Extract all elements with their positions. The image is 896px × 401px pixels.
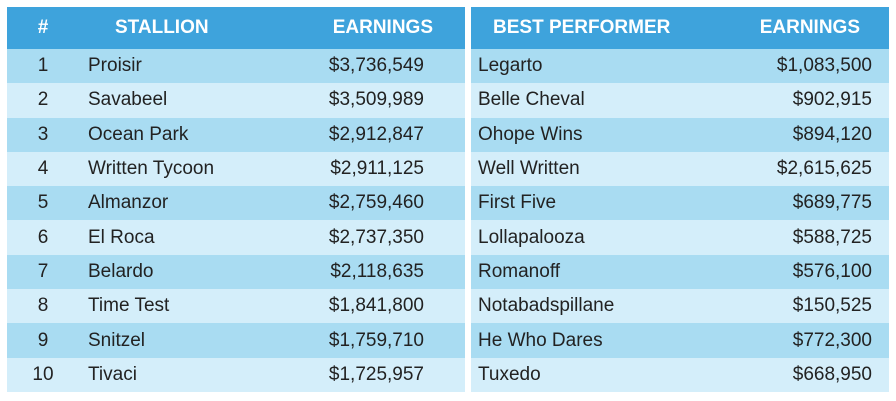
stallion-earnings: $3,509,989 bbox=[328, 89, 424, 111]
performer-earnings: $772,300 bbox=[792, 329, 872, 351]
stallion-name: Almanzor bbox=[88, 192, 169, 214]
table-row: 10 Tivaci $1,725,957 bbox=[7, 357, 465, 392]
row-num: 7 bbox=[37, 260, 49, 282]
performer-name: Notabadspillane bbox=[478, 295, 615, 317]
table-row: He Who Dares $772,300 bbox=[471, 323, 889, 358]
performer-earnings: $894,120 bbox=[792, 123, 872, 145]
panel-divider bbox=[465, 7, 471, 400]
stallion-earnings: $2,912,847 bbox=[328, 123, 424, 145]
stallion-name: Ocean Park bbox=[88, 123, 189, 145]
performer-rows: Legarto $1,083,500 Belle Cheval $902,915 Oho… bbox=[471, 49, 889, 392]
stallion-earnings: $2,737,350 bbox=[328, 226, 424, 248]
performer-earnings: $902,915 bbox=[792, 89, 872, 111]
table-row: Belle Cheval $902,915 bbox=[471, 83, 889, 118]
stallion-earnings: $1,841,800 bbox=[328, 295, 424, 317]
performer-header-row: BEST PERFORMER EARNINGS bbox=[471, 7, 889, 49]
table-row: Romanoff $576,100 bbox=[471, 254, 889, 290]
stallion-earnings: $2,911,125 bbox=[330, 158, 424, 180]
row-num: 9 bbox=[37, 329, 49, 351]
performer-earnings: $2,615,625 bbox=[776, 158, 872, 180]
stallion-earnings: $1,725,957 bbox=[328, 363, 424, 385]
performer-name: Romanoff bbox=[478, 260, 561, 282]
table-row: Well Written $2,615,625 bbox=[471, 151, 889, 187]
stallion-name: El Roca bbox=[88, 226, 155, 248]
stallion-earnings: $3,736,549 bbox=[328, 55, 424, 77]
row-num: 1 bbox=[37, 55, 49, 77]
stallion-name: Belardo bbox=[88, 260, 154, 282]
performer-earnings: $588,725 bbox=[792, 226, 872, 248]
table-row: First Five $689,775 bbox=[471, 186, 889, 221]
table-row: 1 Proisir $3,736,549 bbox=[7, 49, 465, 84]
performer-name: Belle Cheval bbox=[478, 89, 585, 111]
performer-earnings: $1,083,500 bbox=[776, 55, 872, 77]
stallion-name: Tivaci bbox=[88, 363, 137, 385]
table-row: Lollapalooza $588,725 bbox=[471, 220, 889, 255]
performer-earnings: $576,100 bbox=[792, 260, 872, 282]
table-row: 8 Time Test $1,841,800 bbox=[7, 289, 465, 324]
table-row: 3 Ocean Park $2,912,847 bbox=[7, 117, 465, 152]
table-row: 6 El Roca $2,737,350 bbox=[7, 220, 465, 255]
stallion-earnings: $1,759,710 bbox=[328, 329, 424, 351]
row-num: 4 bbox=[37, 158, 49, 180]
table-row: 5 Almanzor $2,759,460 bbox=[7, 186, 465, 221]
header-num: # bbox=[37, 17, 49, 38]
stallion-name: Written Tycoon bbox=[88, 158, 215, 180]
stallion-name: Proisir bbox=[88, 55, 142, 77]
table-row: Tuxedo $668,950 bbox=[471, 357, 889, 392]
row-num: 5 bbox=[37, 192, 49, 214]
header-earnings: EARNINGS bbox=[332, 17, 433, 38]
performer-earnings: $689,775 bbox=[792, 192, 872, 214]
stallion-earnings: $2,118,635 bbox=[330, 260, 424, 282]
table-row: Legarto $1,083,500 bbox=[471, 49, 889, 84]
performer-name: Well Written bbox=[478, 158, 580, 180]
row-num: 8 bbox=[37, 295, 49, 317]
performer-earnings: $150,525 bbox=[792, 295, 872, 317]
row-num: 6 bbox=[37, 226, 49, 248]
row-num: 2 bbox=[37, 89, 49, 111]
performer-name: Lollapalooza bbox=[478, 226, 585, 248]
stallion-earnings: $2,759,460 bbox=[328, 192, 424, 214]
header-best-performer: BEST PERFORMER bbox=[493, 17, 671, 38]
table-row: 4 Written Tycoon $2,911,125 bbox=[7, 151, 465, 187]
performer-name: First Five bbox=[478, 192, 557, 214]
header-stallion: STALLION bbox=[115, 17, 209, 38]
table-row: Ohope Wins $894,120 bbox=[471, 117, 889, 152]
stallion-header-row: # STALLION EARNINGS bbox=[7, 7, 465, 49]
performer-name: Legarto bbox=[478, 55, 543, 77]
table-row: 9 Snitzel $1,759,710 bbox=[7, 323, 465, 358]
table-row: 7 Belardo $2,118,635 bbox=[7, 254, 465, 290]
performer-earnings: $668,950 bbox=[792, 363, 872, 385]
stallion-rows: 1 Proisir $3,736,549 2 Savabeel $3,509,989 3 Oc… bbox=[7, 49, 465, 392]
stallion-name: Savabeel bbox=[88, 89, 168, 111]
table-row: Notabadspillane $150,525 bbox=[471, 289, 889, 324]
performer-name: Tuxedo bbox=[478, 363, 541, 385]
row-num: 10 bbox=[32, 363, 54, 385]
stallion-name: Time Test bbox=[88, 295, 170, 317]
stallion-name: Snitzel bbox=[88, 329, 146, 351]
row-num: 3 bbox=[37, 123, 49, 145]
header-best-earnings: EARNINGS bbox=[759, 17, 860, 38]
performer-name: Ohope Wins bbox=[478, 123, 583, 145]
performer-name: He Who Dares bbox=[478, 329, 603, 351]
stallion-panel: # STALLION EARNINGS 1 Proisir $3,736,549 2 S… bbox=[7, 7, 465, 392]
table-row: 2 Savabeel $3,509,989 bbox=[7, 83, 465, 118]
performer-panel: BEST PERFORMER EARNINGS Legarto $1,083,50… bbox=[471, 7, 889, 392]
